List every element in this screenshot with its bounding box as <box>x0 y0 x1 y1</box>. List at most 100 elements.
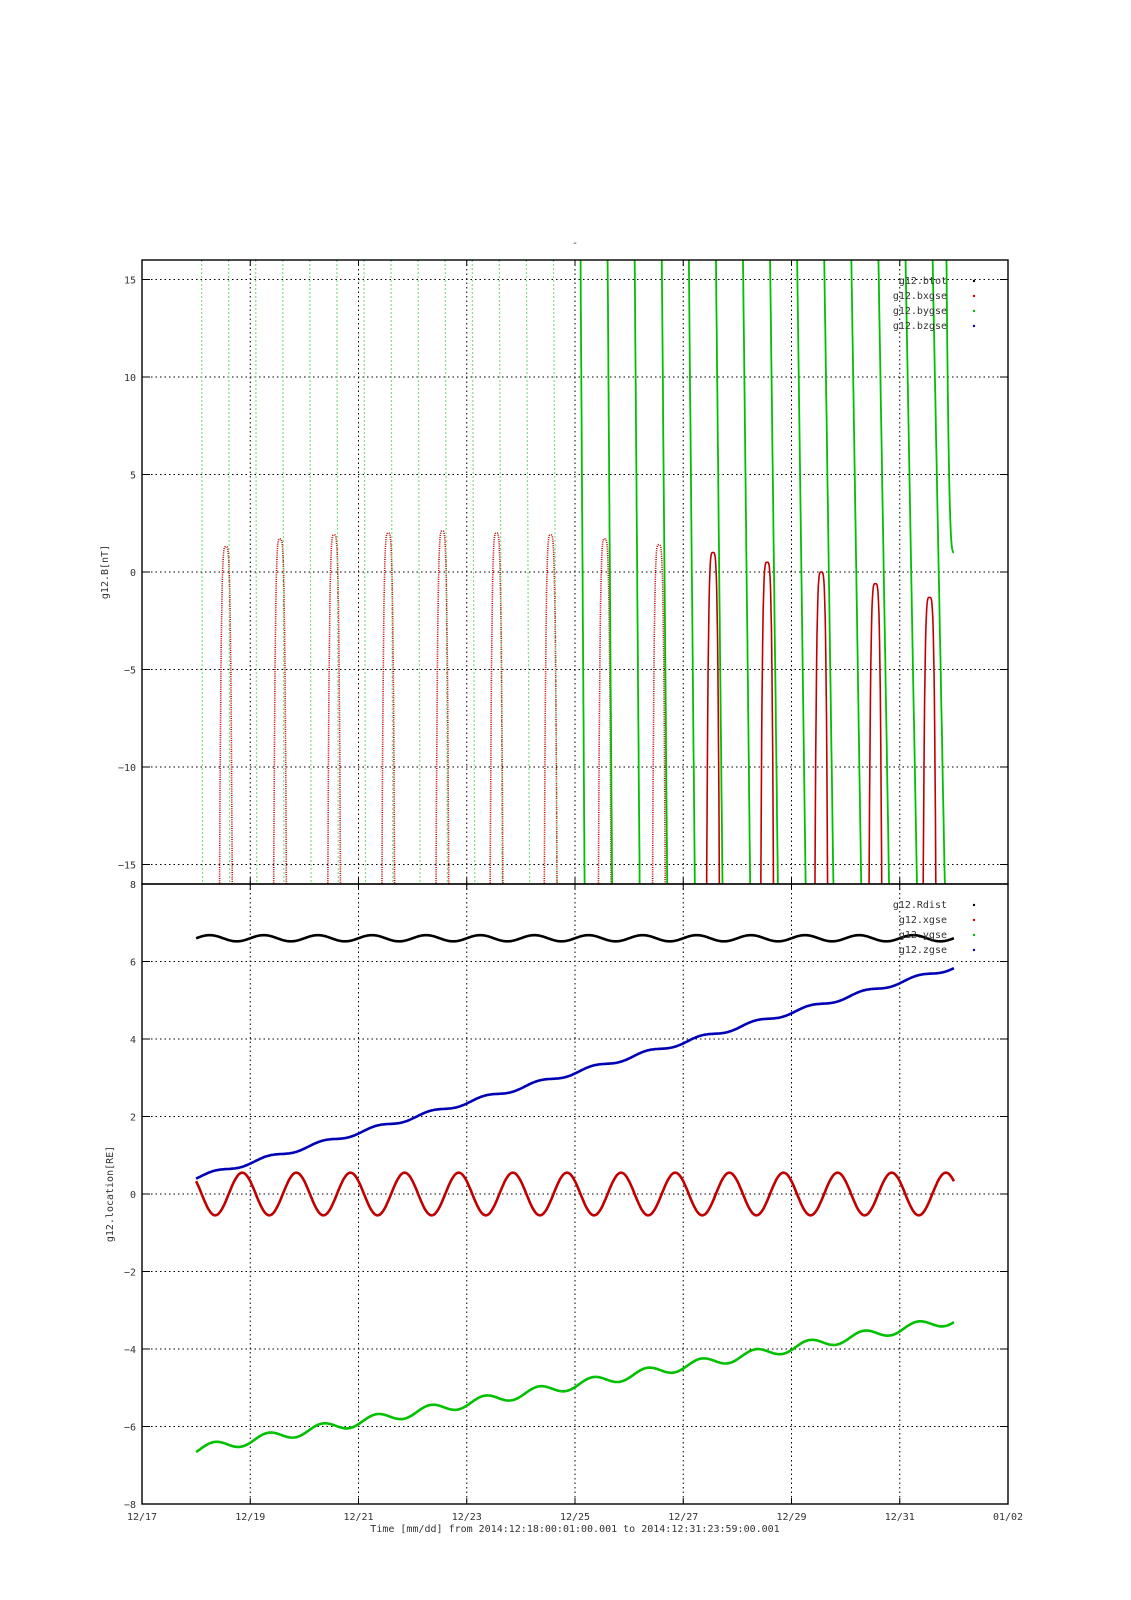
y-tick-label: −5 <box>124 666 136 677</box>
legend-label: g12.bzgse <box>893 321 947 332</box>
bygse-trace <box>255 260 258 884</box>
panel2-ylabel: g12.location[RE] <box>105 1146 116 1242</box>
bygse-trace <box>823 260 835 884</box>
bygse-trace <box>417 260 421 884</box>
y-tick-label: 2 <box>130 1113 136 1124</box>
bygse-trace <box>309 260 312 884</box>
y-tick-label: 10 <box>124 373 136 384</box>
bygse-trace <box>498 260 503 884</box>
legend-swatch <box>972 294 976 298</box>
bxgse-peak <box>381 532 396 884</box>
bygse-trace <box>715 260 724 884</box>
bxgse-peak <box>922 596 937 884</box>
panel1-series <box>200 260 955 884</box>
legend-swatch <box>972 279 976 283</box>
x-axis-label: Time [mm/dd] from 2014:12:18:00:01:00.00… <box>370 1524 779 1535</box>
legend-swatch <box>972 903 976 907</box>
y-tick-label: −10 <box>118 763 136 774</box>
bxgse-peak <box>272 538 288 884</box>
panel2-legend: g12.Rdist g12.xgse g12.ygse g12.zgse <box>893 900 976 956</box>
bygse-trace <box>850 260 863 884</box>
y-tick-label: 5 <box>130 471 136 482</box>
bygse-trace <box>606 260 614 884</box>
bxgse-peak <box>760 561 775 884</box>
y-tick-label: −6 <box>124 1423 136 1434</box>
chart-title: - <box>572 238 578 249</box>
bxgse-peak <box>218 545 234 884</box>
bygse-trace <box>796 260 807 884</box>
bxgse-peak <box>489 532 504 884</box>
bygse-trace <box>579 260 586 884</box>
bygse-trace <box>336 260 339 884</box>
y-tick-label: 0 <box>130 568 136 579</box>
bygse-trace <box>904 260 918 884</box>
bygse-trace <box>390 260 394 884</box>
x-tick-label: 01/02 <box>993 1512 1023 1523</box>
legend-swatch <box>972 324 976 328</box>
x-tick-label: 12/19 <box>235 1512 265 1523</box>
panel1-grid <box>142 260 1008 884</box>
legend-label: g12.btot <box>899 276 947 287</box>
y-tick-label: 8 <box>130 880 136 891</box>
legend-label: g12.bxgse <box>893 291 947 302</box>
panel1-ticks: −15 −10 −5 0 5 10 15 <box>118 260 1009 884</box>
bygse-tail <box>945 260 955 554</box>
y-tick-label: −8 <box>124 1500 136 1511</box>
bxgse-peak <box>543 534 558 884</box>
g12-ygse-line <box>195 1320 955 1454</box>
bygse-trace <box>471 260 476 884</box>
bxgse-peak <box>327 534 342 884</box>
panel2-series <box>194 933 956 1454</box>
location-panel: 12/17 12/19 12/21 12/23 12/25 12/27 12/29 12/31… <box>105 880 1023 1523</box>
legend-swatch <box>972 933 976 937</box>
bygse-trace <box>552 260 558 884</box>
x-tick-label: 12/27 <box>668 1512 698 1523</box>
x-tick-label: 12/25 <box>560 1512 590 1523</box>
g12-Rdist-line <box>195 933 955 943</box>
x-tick-label: 12/17 <box>127 1512 157 1523</box>
legend-swatch <box>972 918 976 922</box>
bygse-trace <box>633 260 641 884</box>
legend-label: g12.xgse <box>899 915 947 926</box>
x-tick-label: 12/23 <box>452 1512 482 1523</box>
bygse-trace <box>687 260 696 884</box>
bygse-trace <box>282 260 285 884</box>
bxgse-peak <box>705 551 721 884</box>
g12-xgse-line <box>194 1171 956 1217</box>
legend-swatch <box>972 948 976 952</box>
bxgse-peak <box>435 530 450 884</box>
bxgse-peak <box>651 543 667 884</box>
panel1-ylabel: g12.B[nT] <box>100 545 111 599</box>
bygse-trace <box>660 260 669 884</box>
g12-zgse-line <box>195 967 955 1180</box>
x-tick-label: 12/29 <box>776 1512 806 1523</box>
bygse-trace <box>228 260 231 884</box>
bygse-trace <box>363 260 367 884</box>
magnetic-field-panel: −15 −10 −5 0 5 10 15 g12.B[nT] g12.btot g12.bxg… <box>100 259 1009 885</box>
bygse-trace <box>931 260 946 884</box>
y-tick-label: −15 <box>118 861 136 872</box>
bxgse-peak <box>597 538 612 884</box>
bygse-trace <box>877 260 890 884</box>
bygse-trace <box>742 260 752 884</box>
y-tick-label: 15 <box>124 276 136 287</box>
bxgse-peak <box>868 582 883 884</box>
legend-label: g12.bygse <box>893 306 947 317</box>
panel2-ticks: 12/17 12/19 12/21 12/23 12/25 12/27 12/29 12/31… <box>124 880 1023 1523</box>
legend-swatch <box>972 309 976 313</box>
x-tick-label: 12/31 <box>885 1512 915 1523</box>
bygse-trace <box>200 260 204 884</box>
legend-label: g12.zgse <box>899 945 947 956</box>
panel1-legend: g12.btot g12.bxgse g12.bygse g12.bzgse <box>893 276 976 332</box>
bxgse-peak <box>814 571 829 884</box>
legend-label: g12.Rdist <box>893 900 947 911</box>
bygse-trace <box>444 260 449 884</box>
bygse-trace <box>769 260 779 884</box>
y-tick-label: −4 <box>124 1345 136 1356</box>
y-tick-label: 6 <box>130 958 136 969</box>
y-tick-label: −2 <box>124 1268 136 1279</box>
y-tick-label: 0 <box>130 1190 136 1201</box>
y-tick-label: 4 <box>130 1035 136 1046</box>
bygse-trace <box>525 260 531 884</box>
